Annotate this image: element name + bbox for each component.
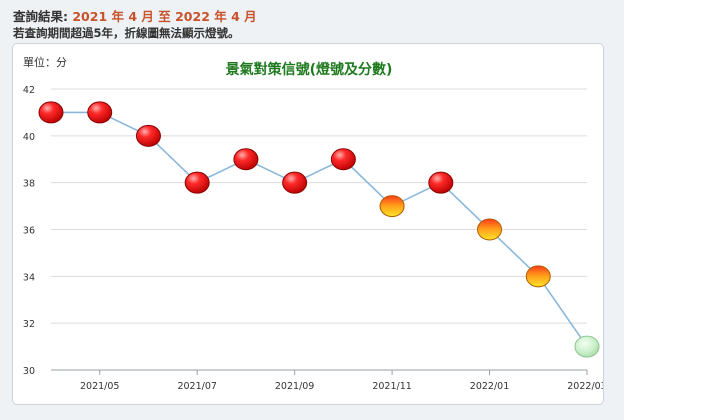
query-result-line: 查詢結果: 2021 年 4 月 至 2022 年 4 月 [13,6,257,25]
y-tick-label: 42 [23,85,35,96]
x-tick-label: 2022/03 [567,381,603,392]
signal-markers [38,101,600,358]
x-tick-label: 2021/05 [80,381,119,392]
grid-lines [51,88,587,371]
y-tick-label: 32 [23,319,35,330]
signal-marker-2022-03[interactable] [574,335,600,358]
y-axis: 30 32 34 36 38 40 42 [23,85,35,377]
x-tick-label: 2021/11 [372,381,411,392]
signal-marker-2021-10[interactable] [330,148,356,171]
signal-marker-2021-05[interactable] [87,101,113,124]
unit-label: 單位：分 [23,55,67,69]
signal-marker-2022-02[interactable] [525,265,551,288]
query-result-label: 查詢結果: [13,9,68,24]
chart-title: 景氣對策信號(燈號及分數) [226,61,393,78]
signal-marker-2021-12[interactable] [428,171,454,194]
query-note: 若查詢期間超過5年，折線圖無法顯示燈號。 [13,26,240,40]
query-range: 2021 年 4 月 至 2022 年 4 月 [72,9,257,24]
signal-marker-2021-08[interactable] [233,148,259,171]
y-tick-label: 36 [23,226,35,237]
business-signal-chart: 單位：分 景氣對策信號(燈號及分數) 30 32 34 36 38 40 42 2021/0… [23,55,603,392]
result-panel: 查詢結果: 2021 年 4 月 至 2022 年 4 月 若查詢期間超過5年，… [0,0,624,420]
signal-marker-2021-06[interactable] [135,124,161,147]
y-tick-label: 38 [23,179,35,190]
y-tick-label: 30 [23,366,35,377]
signal-marker-2021-04[interactable] [38,101,64,124]
chart-card: 單位：分 景氣對策信號(燈號及分數) 30 32 34 36 38 40 42 2021/0… [12,43,604,405]
signal-marker-2021-07[interactable] [184,171,210,194]
x-tick-label: 2022/01 [470,381,509,392]
signal-marker-2021-09[interactable] [282,171,308,194]
signal-marker-2021-11[interactable] [379,195,405,218]
x-tick-label: 2021/09 [275,381,314,392]
y-tick-label: 34 [23,272,35,283]
x-axis: 2021/05 2021/07 2021/09 2021/11 2022/01 2022/… [80,370,603,392]
y-tick-label: 40 [23,132,35,143]
signal-marker-2022-01[interactable] [477,218,503,241]
x-tick-label: 2021/07 [177,381,216,392]
